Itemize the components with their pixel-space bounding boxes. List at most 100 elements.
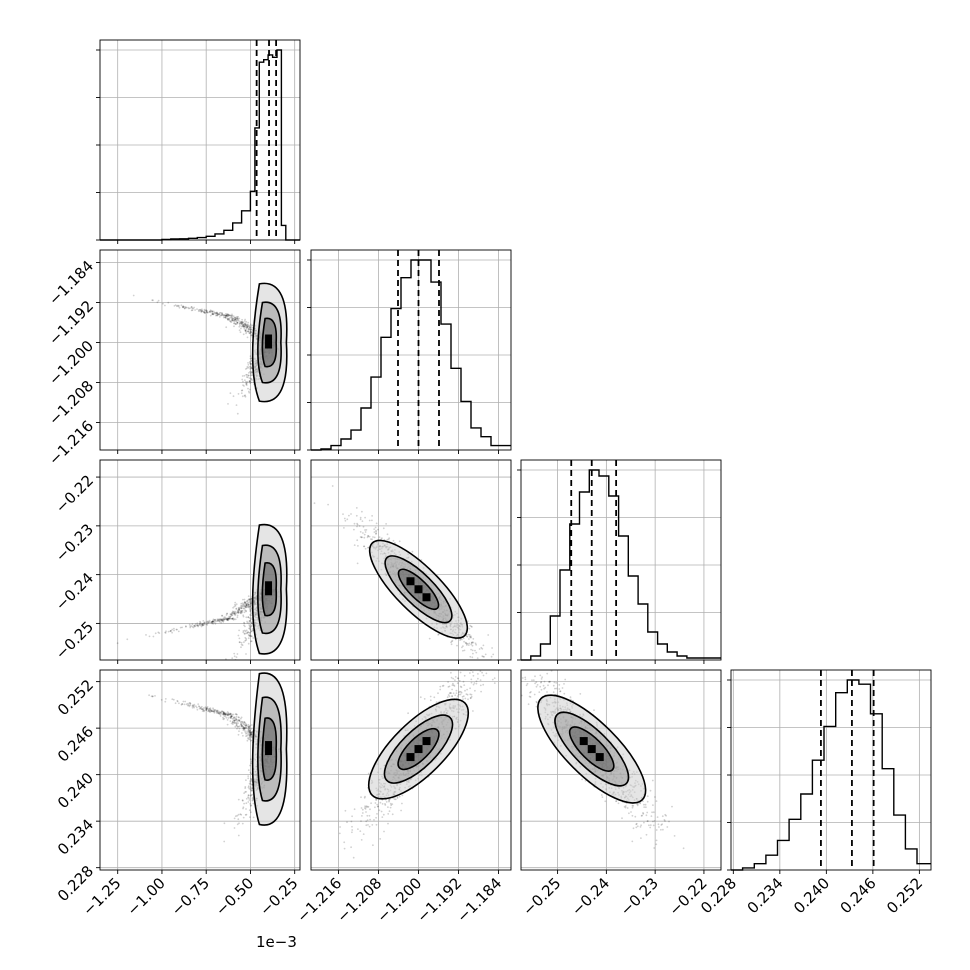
scatter-point: [472, 641, 475, 644]
scatter-point: [451, 695, 453, 697]
scatter-point: [393, 798, 396, 801]
scatter-point: [230, 321, 233, 323]
scatter-point: [248, 627, 251, 630]
scatter-point: [248, 787, 251, 790]
scatter-point: [233, 612, 236, 615]
scatter-point: [357, 828, 359, 830]
scatter-point: [182, 306, 185, 309]
scatter-point: [242, 726, 245, 729]
scatter-point: [229, 617, 232, 620]
scatter-point: [233, 652, 236, 655]
scatter-point: [249, 355, 252, 358]
scatter-point: [224, 316, 226, 319]
scatter-point: [248, 724, 251, 727]
scatter-point: [394, 542, 396, 544]
scatter-point: [233, 322, 236, 324]
scatter-point: [233, 322, 235, 325]
scatter-point: [465, 635, 468, 638]
scatter-point: [451, 688, 453, 691]
scatter-point: [364, 547, 367, 550]
scatter-point: [242, 604, 245, 607]
scatter-point: [243, 629, 246, 632]
scatter-point: [448, 692, 451, 695]
scatter-point: [384, 803, 386, 805]
scatter-point: [235, 724, 238, 726]
scatter-point: [493, 677, 496, 679]
scatter-point: [480, 690, 482, 693]
scatter-point: [182, 305, 185, 308]
scatter-point: [237, 611, 239, 614]
scatter-point: [497, 665, 499, 667]
scatter-point: [234, 613, 237, 615]
scatter-point: [225, 713, 228, 716]
scatter-point: [226, 719, 229, 721]
scatter-point: [470, 641, 473, 644]
scatter-point: [234, 815, 237, 818]
density-peak: [265, 334, 273, 349]
scatter-point: [232, 612, 235, 615]
scatter-point: [462, 695, 465, 697]
scatter-point: [234, 319, 237, 321]
scatter-point: [246, 330, 249, 333]
scatter-point: [176, 628, 178, 631]
scatter-point: [454, 679, 456, 681]
scatter-point: [148, 635, 151, 638]
scatter-point: [250, 804, 253, 807]
scatter-point: [237, 606, 240, 609]
scatter-point: [470, 625, 473, 628]
scatter-point: [247, 796, 249, 799]
scatter-point: [251, 739, 253, 742]
scatter-point: [248, 600, 251, 603]
scatter-point: [636, 825, 639, 828]
scatter-point: [237, 716, 240, 718]
scatter-point: [250, 779, 253, 782]
scatter-point: [247, 642, 250, 645]
scatter-point: [242, 325, 245, 328]
scatter-point: [193, 703, 196, 706]
scatter-point: [231, 617, 234, 620]
scatter-point: [391, 803, 394, 805]
scatter-point: [231, 720, 234, 723]
scatter-point: [230, 319, 233, 322]
scatter-point: [642, 812, 645, 815]
scatter-point: [244, 381, 247, 383]
scatter-point: [245, 610, 248, 612]
scatter-point: [437, 633, 440, 635]
scatter-point: [250, 732, 253, 735]
scatter-point: [471, 642, 473, 644]
scatter-point: [173, 305, 176, 307]
scatter-point: [176, 304, 179, 307]
scatter-point: [240, 389, 243, 392]
scatter-point: [428, 637, 431, 640]
scatter-point: [244, 787, 247, 789]
scatter-point: [248, 380, 251, 382]
scatter-point: [469, 697, 472, 699]
scatter-point: [171, 628, 174, 631]
scatter-point: [216, 711, 219, 713]
scatter-point: [244, 601, 247, 604]
scatter-point: [221, 710, 224, 712]
scatter-point: [189, 702, 192, 705]
scatter-point: [401, 802, 403, 805]
scatter-point: [343, 847, 346, 850]
scatter-point: [465, 693, 468, 695]
scatter-point: [350, 820, 353, 823]
scatter-point: [194, 309, 197, 311]
scatter-point: [356, 539, 359, 542]
scatter-point: [235, 724, 238, 727]
scatter-point: [245, 326, 248, 328]
scatter-point: [225, 617, 228, 620]
scatter-point: [251, 797, 254, 800]
scatter-point: [243, 600, 246, 603]
scatter-point: [250, 362, 253, 365]
scatter-point: [247, 363, 250, 366]
scatter-point: [243, 326, 246, 328]
scatter-point: [248, 606, 251, 609]
scatter-point: [229, 613, 232, 615]
scatter-point: [241, 644, 244, 647]
scatter-point: [238, 317, 241, 320]
scatter-point: [379, 838, 382, 840]
scatter-point: [226, 318, 229, 320]
scatter-point: [223, 616, 226, 619]
scatter-point: [356, 562, 359, 565]
